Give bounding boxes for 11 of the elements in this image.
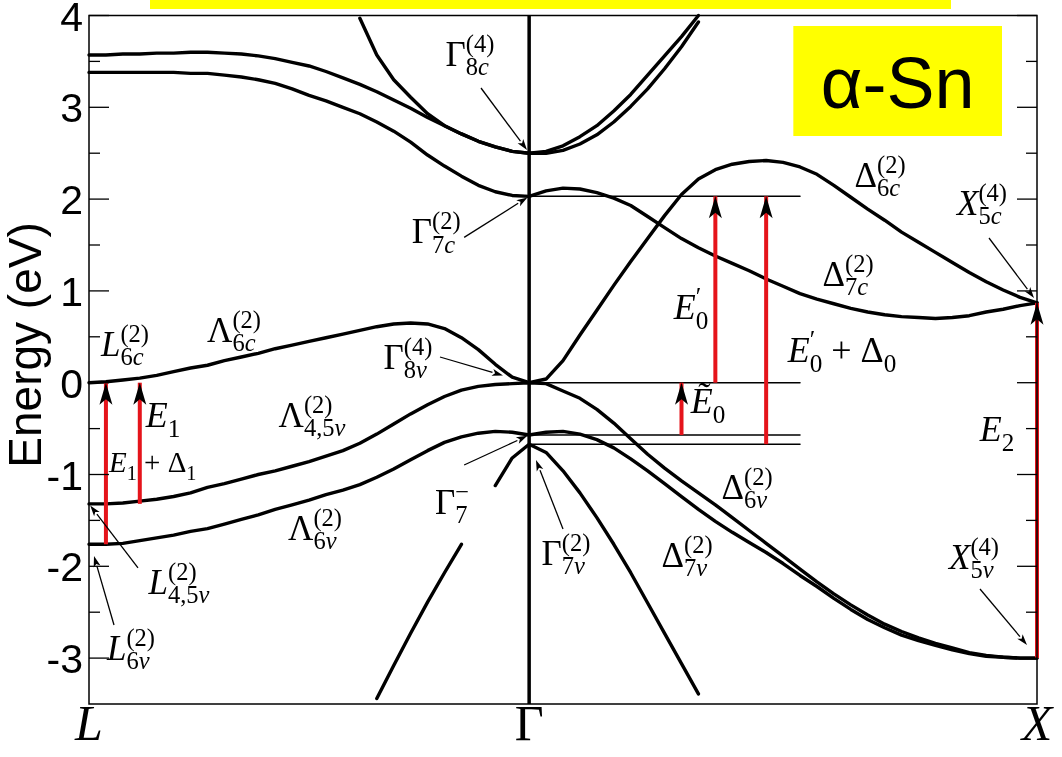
y-tick-label: -3	[46, 636, 83, 683]
y-tick-label: 4	[60, 0, 83, 40]
y-tick-label: 2	[60, 177, 83, 224]
chart-title: α-Sn	[820, 43, 975, 123]
x-tick-label: Γ	[514, 695, 544, 751]
y-tick-label: 0	[60, 360, 83, 407]
x-tick-label: X	[1019, 695, 1055, 751]
y-tick-label: 3	[60, 85, 83, 132]
y-tick-label: -2	[46, 544, 83, 591]
x-tick-label: L	[74, 695, 103, 751]
y-tick-label: 1	[60, 268, 83, 315]
